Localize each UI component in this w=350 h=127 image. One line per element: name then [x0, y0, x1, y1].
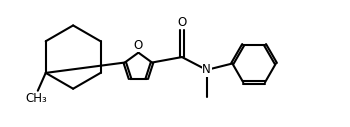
Text: CH₃: CH₃ [25, 92, 47, 105]
Text: N: N [202, 63, 211, 76]
Text: O: O [134, 39, 143, 52]
Text: O: O [177, 16, 187, 29]
